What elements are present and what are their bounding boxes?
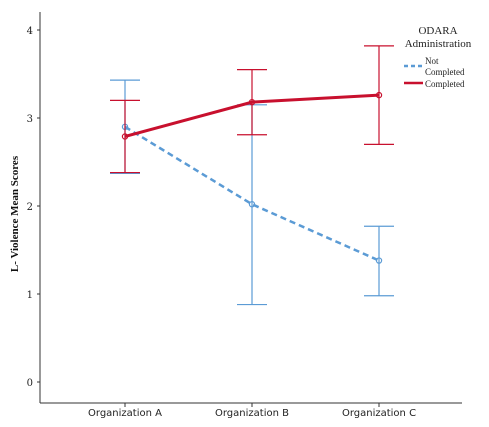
y-tick-label-0: 0 <box>27 378 33 389</box>
y-tick-label-1: 1 <box>27 290 33 301</box>
y-axis-label: L- Violence Mean Scores <box>9 155 21 272</box>
x-tick-label-1: Organization B <box>215 408 289 419</box>
data-point-not-completed-2 <box>375 257 383 264</box>
x-tick-label-2: Organization C <box>342 408 416 419</box>
data-point-completed-2 <box>375 91 383 99</box>
series-line-not-completed <box>124 125 380 262</box>
legend-label-not-completed-line2: Completed <box>425 67 465 77</box>
legend-title-line1: ODARA <box>418 25 457 37</box>
legend-label-not-completed-line1: Not <box>425 56 439 66</box>
y-tick-label-2: 2 <box>27 202 33 213</box>
data-point-completed-0 <box>121 133 129 140</box>
x-tick-label-0: Organization A <box>88 408 162 419</box>
legend-label-completed: Completed <box>425 79 465 89</box>
legend: ODARA Administration Not Completed Compl… <box>404 25 472 89</box>
data-point-not-completed-1 <box>248 201 256 208</box>
y-tick-label-4: 4 <box>27 26 33 37</box>
series-line-completed <box>124 93 380 138</box>
legend-title-line2: Administration <box>405 38 472 50</box>
plot-area: 0 1 2 3 4 Organization A Organization B Organiz… <box>27 26 416 419</box>
y-tick-label-3: 3 <box>27 114 33 125</box>
data-point-completed-1 <box>248 98 256 106</box>
